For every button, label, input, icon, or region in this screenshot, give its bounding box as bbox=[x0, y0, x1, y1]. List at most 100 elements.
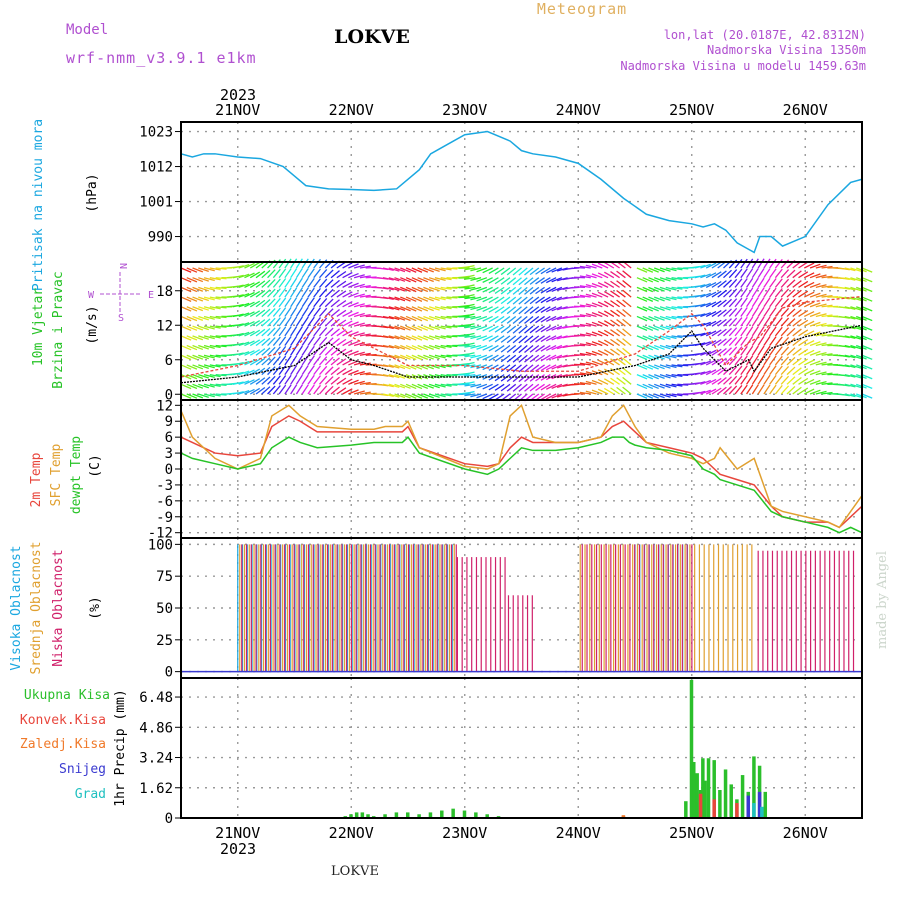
cloud-panel: 0 25 50 75 100 bbox=[148, 537, 863, 681]
wind-arrow bbox=[844, 335, 856, 340]
wind-arrow bbox=[342, 310, 353, 318]
wind-arrow bbox=[551, 354, 563, 360]
wind-arrow bbox=[540, 364, 551, 372]
wind-arrow bbox=[500, 267, 511, 276]
wind-arrow bbox=[809, 263, 821, 269]
wind-arrow bbox=[740, 365, 748, 375]
wind-arrow bbox=[272, 385, 281, 395]
wind-arrow bbox=[198, 335, 209, 340]
wind-arrow bbox=[751, 268, 759, 279]
wind-arrow bbox=[751, 287, 759, 298]
wind-arrow bbox=[861, 296, 873, 302]
wind-arrow bbox=[440, 344, 452, 349]
wind-arrow bbox=[261, 318, 271, 327]
wind-arrow bbox=[622, 328, 632, 337]
wind-arrow bbox=[198, 267, 209, 273]
wind-arrow bbox=[636, 364, 648, 370]
wind-arrow-field bbox=[180, 258, 873, 402]
wind-arrow bbox=[597, 291, 609, 298]
wind-arrow bbox=[394, 364, 406, 370]
wind-arrow bbox=[428, 364, 440, 369]
compass-n: N bbox=[117, 263, 128, 269]
wind-arrow bbox=[556, 364, 568, 369]
wind-arrow bbox=[671, 354, 683, 358]
wind-arrow bbox=[464, 267, 476, 271]
wind-arrow bbox=[353, 293, 365, 298]
wind-arrow bbox=[324, 308, 334, 317]
wind-arrow bbox=[717, 318, 727, 327]
precip-conv-bar bbox=[712, 799, 716, 818]
wind-arrow bbox=[313, 297, 321, 308]
wind-arrow bbox=[417, 393, 429, 399]
wind-arrow bbox=[648, 393, 659, 399]
wind-arrow bbox=[244, 311, 255, 318]
wind-arrow bbox=[295, 335, 303, 346]
wind-arrow bbox=[290, 355, 298, 366]
wind-arrow bbox=[850, 315, 862, 321]
wind-arrow bbox=[488, 296, 499, 304]
wind-arrow bbox=[597, 388, 609, 395]
wind-arrow bbox=[319, 327, 328, 337]
wind-arrow bbox=[746, 345, 754, 356]
wind-arrow bbox=[610, 290, 620, 298]
wind-arrow bbox=[290, 335, 298, 346]
wind-arrow bbox=[740, 345, 748, 356]
wind-arrow bbox=[648, 296, 659, 302]
wind-arrow bbox=[203, 393, 215, 398]
wind-arrow bbox=[556, 267, 568, 272]
wind-arrow bbox=[556, 296, 568, 301]
wind-arrow bbox=[540, 335, 551, 343]
wind-arrow bbox=[301, 326, 309, 337]
wind-arrow bbox=[518, 383, 528, 392]
wind-arrow bbox=[654, 286, 665, 292]
wind-arrow bbox=[365, 324, 377, 327]
wind-arrow bbox=[324, 317, 334, 327]
temp-2m-line bbox=[180, 415, 863, 529]
wind-arrow bbox=[734, 346, 743, 356]
wind-arrow bbox=[382, 315, 394, 320]
wind-arrow bbox=[616, 338, 626, 347]
wind-arrow bbox=[850, 277, 862, 282]
wind-arrow bbox=[192, 286, 204, 292]
wind-arrow bbox=[677, 286, 689, 289]
wind-arrow bbox=[780, 307, 790, 317]
wind-arrow bbox=[717, 289, 727, 298]
wind-arrow bbox=[382, 393, 394, 397]
wind-arrow bbox=[382, 296, 394, 301]
wind-arrow bbox=[428, 335, 440, 340]
precip-total-bar bbox=[383, 814, 387, 818]
wind-gust-line bbox=[180, 295, 863, 378]
wind-arrow bbox=[365, 286, 377, 289]
wind-arrow bbox=[723, 289, 732, 298]
wind-arrow bbox=[267, 346, 276, 356]
wind-arrow bbox=[353, 390, 365, 395]
wind-arrow bbox=[494, 277, 505, 285]
wind-arrow bbox=[654, 325, 665, 331]
ytick-label-cloud: 75 bbox=[156, 569, 173, 585]
wind-arrow bbox=[307, 278, 315, 288]
wind-arrow bbox=[244, 320, 255, 327]
ytick-label-pressure: 1023 bbox=[139, 125, 173, 141]
wind-arrow bbox=[353, 312, 365, 318]
wind-arrow bbox=[192, 374, 204, 380]
wind-arrow bbox=[494, 335, 505, 343]
wind-arrow bbox=[809, 312, 821, 318]
wind-arrow bbox=[423, 267, 434, 273]
wind-arrow bbox=[488, 286, 499, 294]
wind-arrow bbox=[348, 282, 359, 288]
wind-arrow bbox=[546, 267, 557, 274]
wind-arrow bbox=[209, 267, 221, 271]
wind-arrow bbox=[278, 326, 287, 337]
wind-arrow bbox=[348, 369, 359, 376]
wind-arrow bbox=[665, 354, 677, 359]
wind-arrow bbox=[728, 336, 738, 346]
wind-arrow bbox=[417, 286, 429, 293]
wind-arrow bbox=[192, 393, 204, 399]
wind-arrow bbox=[313, 317, 321, 327]
wind-arrow bbox=[244, 272, 255, 279]
wind-arrow bbox=[330, 299, 340, 308]
wind-arrow bbox=[529, 383, 540, 392]
wind-arrow bbox=[803, 272, 815, 279]
wind-arrow bbox=[470, 344, 482, 349]
wind-arrow bbox=[671, 335, 683, 339]
